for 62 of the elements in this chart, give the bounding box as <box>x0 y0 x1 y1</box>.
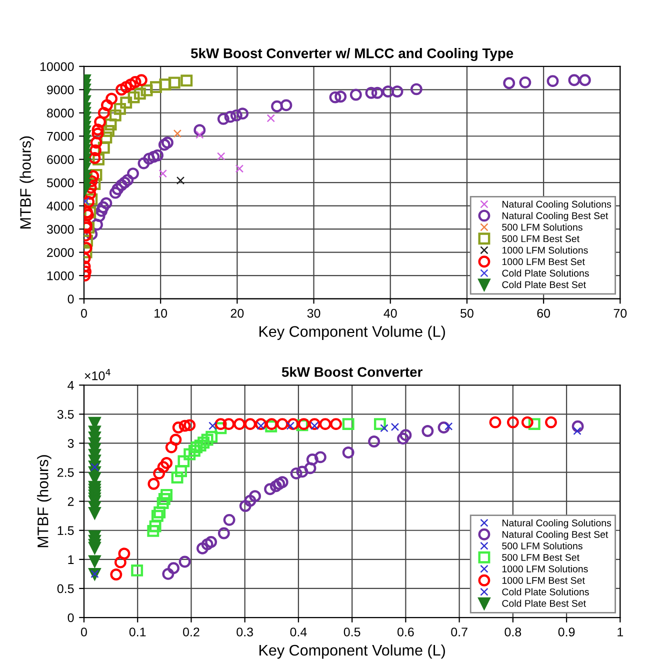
y-tick-label: 6000 <box>47 155 74 164</box>
y-tick-label: 7000 <box>47 132 74 141</box>
legend-label: 500 LFM Best Set <box>502 554 580 561</box>
x-tick-label: 0.2 <box>183 628 200 636</box>
x-tick-label: 10 <box>154 308 168 318</box>
y-tick-label: 9000 <box>47 85 74 94</box>
x-tick-label: 0.8 <box>504 628 522 636</box>
legend-label: Cold Plate Solutions <box>502 269 589 277</box>
legend-label: 500 LFM Solutions <box>502 542 582 550</box>
x-tick-label: 0.1 <box>129 628 146 636</box>
x-tick-label: 0 <box>80 628 87 636</box>
x-tick-label: 30 <box>307 308 320 318</box>
y-tick-label: 3000 <box>46 224 74 234</box>
x-tick-label: 0.7 <box>451 628 468 636</box>
legend-label: 500 LFM Solutions <box>502 224 582 231</box>
legend-label: 1000 LFM Best Set <box>502 576 585 584</box>
y-tick-label: 3.5 <box>57 410 74 419</box>
y-tick-label: 8000 <box>46 108 74 118</box>
y-tick-label: 2.5 <box>58 468 74 477</box>
y-tick-label: 2 <box>68 497 74 506</box>
chart-title: 5kW Boost Converter w/ MLCC and Cooling Type <box>190 48 514 62</box>
x-tick-label: 0.4 <box>290 628 307 636</box>
x-tick-label: 0.3 <box>236 628 253 636</box>
y-tick-label: 4 <box>68 381 74 390</box>
legend-label: 1000 LFM Solutions <box>502 246 588 254</box>
chart-title: 5kW Boost Converter <box>282 366 422 377</box>
y-tick-label: 1000 <box>47 271 74 280</box>
y-tick-label: 0 <box>68 613 74 622</box>
x-tick-label: 20 <box>230 308 244 318</box>
x-axis-title: Key Component Volume (L) <box>259 644 445 659</box>
x-tick-label: 0 <box>80 308 87 318</box>
text: ×10$^{4}$ <box>84 368 110 380</box>
x-tick-label: 40 <box>384 308 397 318</box>
y-tick-label: 3 <box>68 439 74 448</box>
y-tick-label: 1.5 <box>58 526 74 536</box>
y-axis-title: MTBF (hours) <box>20 136 34 228</box>
y-tick-label: 10000 <box>40 62 74 72</box>
x-tick-label: 50 <box>460 308 474 318</box>
legend-label: Natural Cooling Best Set <box>502 530 608 540</box>
legend-label: 1000 LFM Solutions <box>502 565 588 572</box>
y-tick-label: 0 <box>68 294 74 304</box>
x-tick-label: 0.9 <box>558 628 575 636</box>
x-tick-label: 70 <box>614 308 627 318</box>
y-tick-label: 2000 <box>47 248 74 257</box>
legend-label: Natural Cooling Solutions <box>502 519 612 528</box>
x-tick-label: 1 <box>618 628 624 636</box>
legend-label: 500 LFM Best Set <box>502 235 580 242</box>
y-tick-label: 0.5 <box>57 584 74 594</box>
x-axis-title: Key Component Volume (L) <box>259 326 445 340</box>
legend-label: 1000 LFM Best Set <box>502 258 585 266</box>
x-tick-label: 0.6 <box>397 628 414 636</box>
legend-label: Natural Cooling Solutions <box>502 200 612 210</box>
x-tick-label: 60 <box>537 308 550 318</box>
y-tick-label: 1 <box>68 555 74 564</box>
legend-label: Cold Plate Best Set <box>502 600 586 607</box>
legend-label: Natural Cooling Best Set <box>502 212 608 222</box>
y-tick-label: 5000 <box>46 178 74 188</box>
y-tick-label: 4000 <box>46 202 74 210</box>
y-axis-title: MTBF (hours) <box>37 455 52 548</box>
legend-label: Cold Plate Solutions <box>502 588 589 596</box>
legend-label: Cold Plate Best Set <box>502 280 586 288</box>
x-tick-label: 0.5 <box>344 628 360 636</box>
